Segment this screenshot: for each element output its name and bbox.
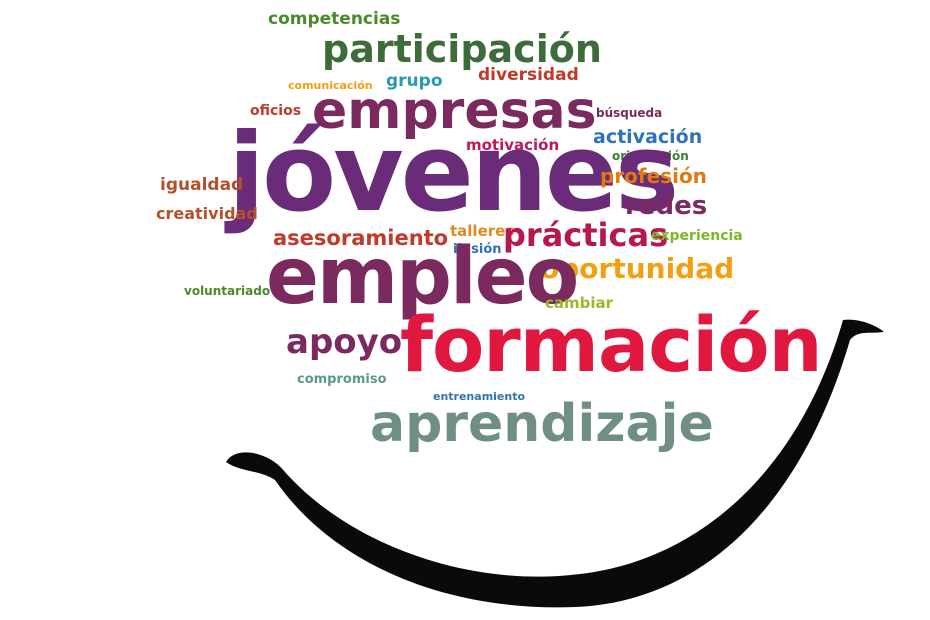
word-oficios: oficios bbox=[250, 103, 302, 119]
word-ilusion: ilusión bbox=[453, 242, 502, 257]
word-apoyo: apoyo bbox=[286, 322, 403, 362]
word-aprendizaje: aprendizaje bbox=[370, 394, 714, 454]
word-diversidad: diversidad bbox=[478, 65, 579, 85]
word-empresas: empresas bbox=[312, 81, 597, 141]
word-busqueda: búsqueda bbox=[596, 106, 663, 120]
word-compromiso: compromiso bbox=[297, 372, 387, 387]
word-voluntariado: voluntariado bbox=[184, 284, 271, 298]
word-grupo: grupo bbox=[386, 71, 443, 91]
word-formacion: formación bbox=[400, 300, 823, 389]
word-orientacion: orientación bbox=[612, 149, 689, 163]
word-experiencia: experiencia bbox=[651, 228, 743, 244]
smile-mouth bbox=[226, 319, 884, 608]
word-competencias: competencias bbox=[268, 9, 401, 29]
word-oportunidad: oportunidad bbox=[540, 252, 735, 285]
word-motivacion: motivación bbox=[466, 136, 560, 154]
word-talleres: talleres bbox=[450, 222, 515, 240]
word-activacion: activación bbox=[593, 126, 703, 148]
word-profesion: profesión bbox=[600, 164, 707, 188]
word-cambiar: cambiar bbox=[545, 294, 614, 312]
word-entrenamiento: entrenamiento bbox=[433, 390, 526, 403]
word-participacion: participación bbox=[322, 27, 602, 71]
word-asesoramiento: asesoramiento bbox=[273, 226, 449, 250]
word-comunicacion: comunicación bbox=[288, 79, 373, 92]
word-practicas: prácticas bbox=[503, 216, 669, 254]
word-empleo: empleo bbox=[266, 232, 579, 322]
word-creatividad: creatividad bbox=[156, 204, 258, 223]
word-redes: redes bbox=[625, 191, 708, 221]
word-igualdad: igualdad bbox=[160, 175, 244, 195]
word-jovenes: jóvenes bbox=[228, 111, 679, 236]
